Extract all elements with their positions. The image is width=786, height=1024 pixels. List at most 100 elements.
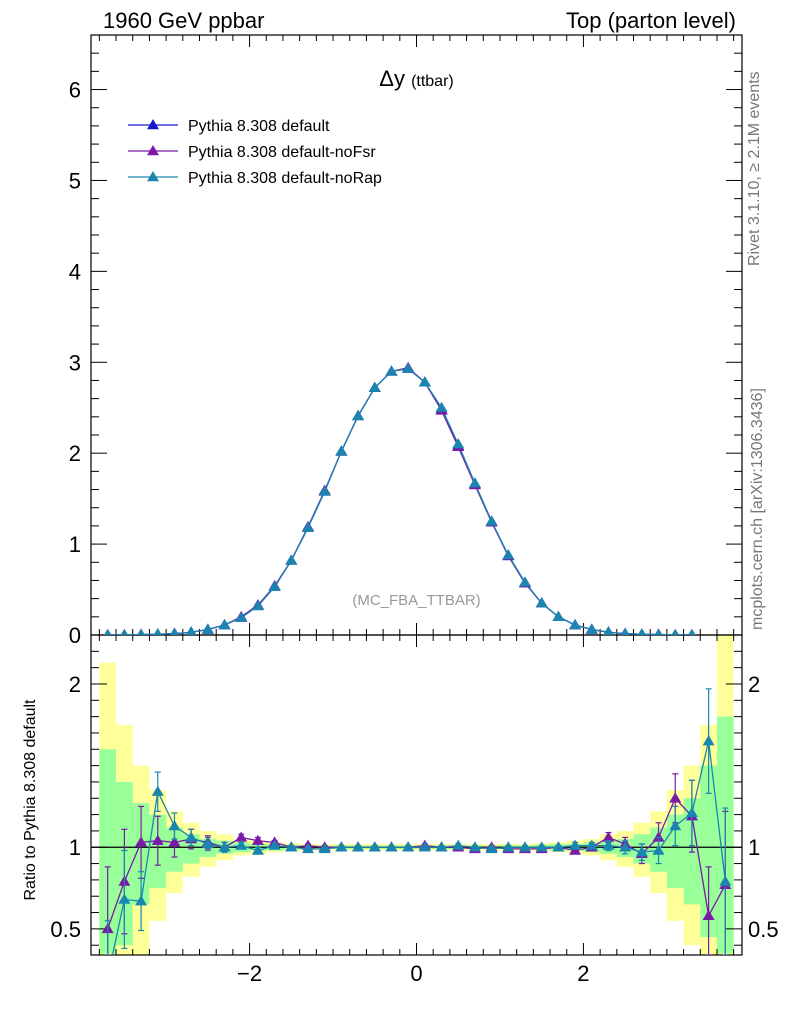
ratio-y-axis-label: Ratio to Pythia 8.308 default bbox=[22, 699, 39, 901]
main-y-tick-label: 5 bbox=[69, 168, 81, 193]
ratio-y-tick-label-right: 0.5 bbox=[748, 917, 779, 942]
main-series-marker bbox=[385, 365, 398, 376]
ratio-series-marker bbox=[585, 839, 598, 850]
ratio-series-marker bbox=[251, 834, 264, 845]
ratio-series-marker bbox=[318, 842, 331, 854]
ratio-series-marker bbox=[135, 836, 148, 847]
main-series-marker bbox=[418, 376, 431, 387]
main-series-marker bbox=[519, 576, 531, 587]
ratio-series-marker bbox=[151, 785, 164, 796]
main-series-marker bbox=[186, 626, 197, 635]
main-series-marker bbox=[104, 628, 112, 635]
legend-label: Pythia 8.308 default-noRap bbox=[188, 170, 382, 187]
plot-title: Δy (ttbar) bbox=[379, 66, 453, 91]
ratio-series-marker bbox=[669, 820, 682, 831]
ratio-series-marker bbox=[702, 909, 715, 921]
main-series-marker bbox=[637, 628, 646, 635]
legend-marker bbox=[147, 145, 159, 156]
ratio-series-marker bbox=[652, 831, 665, 842]
main-y-tick-label: 1 bbox=[69, 532, 81, 557]
ratio-series-marker bbox=[268, 839, 281, 850]
main-series-marker bbox=[485, 515, 498, 526]
ratio-series-marker bbox=[235, 839, 248, 850]
ratio-band-inner bbox=[99, 749, 117, 954]
plot-title-suffix: (ttbar) bbox=[411, 73, 454, 90]
ratio-series-marker bbox=[235, 831, 248, 842]
ratio-y-tick-label-right: 2 bbox=[748, 672, 760, 697]
ratio-series-marker bbox=[669, 792, 682, 803]
main-series-marker bbox=[251, 599, 264, 611]
main-series-marker bbox=[318, 485, 331, 496]
ratio-series-marker bbox=[635, 846, 648, 857]
ratio-series-marker bbox=[702, 735, 715, 746]
ratio-series-marker bbox=[185, 831, 198, 842]
ratio-series-marker bbox=[602, 831, 615, 842]
ratio-series-marker bbox=[118, 893, 131, 904]
header-right-label: Top (parton level) bbox=[566, 8, 736, 33]
ratio-y-tick-label-right: 1 bbox=[748, 835, 760, 860]
main-series-marker bbox=[654, 628, 663, 635]
main-series-marker bbox=[585, 623, 598, 634]
ratio-series-marker bbox=[218, 841, 231, 852]
main-y-tick-label: 6 bbox=[69, 78, 81, 103]
main-series-group bbox=[104, 361, 696, 635]
main-y-tick-label: 0 bbox=[69, 623, 81, 648]
main-series-marker bbox=[352, 409, 365, 421]
main-series-marker bbox=[552, 610, 565, 622]
ratio-y-tick-label: 2 bbox=[69, 672, 81, 697]
x-tick-label: 2 bbox=[577, 961, 589, 986]
x-tick-label: 0 bbox=[410, 961, 422, 986]
ratio-series-group bbox=[101, 688, 732, 982]
main-series-marker bbox=[671, 628, 679, 635]
ratio-series-marker bbox=[602, 839, 615, 850]
ratio-series-marker bbox=[619, 841, 632, 852]
ratio-series-marker bbox=[102, 972, 114, 982]
ratio-plot-frame bbox=[90, 634, 743, 956]
ratio-series-marker bbox=[201, 837, 214, 849]
legend-label: Pythia 8.308 default bbox=[188, 118, 330, 135]
header-left-label: 1960 GeV ppbar bbox=[103, 8, 265, 33]
ratio-series-marker bbox=[418, 841, 431, 852]
ratio-series-marker bbox=[385, 841, 398, 852]
ratio-series-marker bbox=[135, 895, 148, 906]
main-series-marker bbox=[603, 626, 614, 635]
main-series-marker bbox=[170, 627, 179, 635]
ratio-series-marker bbox=[685, 806, 698, 818]
x-tick-label: −2 bbox=[237, 961, 262, 986]
main-series-marker bbox=[620, 627, 630, 635]
ratio-series-marker bbox=[435, 841, 448, 852]
main-series-marker bbox=[335, 445, 348, 456]
main-series-marker bbox=[502, 549, 515, 560]
ratio-series-marker bbox=[151, 834, 164, 845]
main-series-marker bbox=[435, 401, 448, 412]
main-series-marker bbox=[468, 477, 481, 488]
ratio-y-tick-label: 0.5 bbox=[50, 917, 81, 942]
ratio-series-marker bbox=[552, 841, 565, 852]
ratio-series-marker bbox=[485, 842, 498, 854]
legend-marker bbox=[147, 119, 159, 130]
main-y-tick-label: 4 bbox=[69, 259, 81, 284]
ratio-bands bbox=[99, 635, 734, 955]
ratio-series-marker bbox=[519, 841, 531, 852]
main-series-marker bbox=[218, 619, 231, 630]
legend-label: Pythia 8.308 default-noFsr bbox=[188, 144, 376, 161]
legend-marker bbox=[147, 171, 159, 182]
main-series-marker bbox=[688, 628, 696, 635]
ratio-series-marker bbox=[468, 841, 481, 852]
ratio-series-marker bbox=[302, 842, 314, 854]
ratio-series-marker bbox=[368, 841, 381, 852]
ratio-series-marker bbox=[719, 875, 732, 886]
main-series-marker bbox=[535, 597, 548, 608]
main-series-marker bbox=[201, 623, 214, 634]
ratio-series-marker bbox=[168, 820, 181, 831]
main-series-marker bbox=[402, 362, 415, 373]
main-y-tick-label: 2 bbox=[69, 441, 81, 466]
ratio-series-marker bbox=[652, 844, 665, 855]
ratio-series-marker bbox=[569, 839, 582, 850]
main-series-marker bbox=[452, 438, 465, 449]
main-series-marker bbox=[569, 619, 582, 630]
main-series-marker bbox=[137, 628, 145, 635]
ratio-series-marker bbox=[285, 841, 298, 852]
ratio-series-marker bbox=[335, 841, 348, 852]
ratio-series-marker bbox=[251, 844, 264, 855]
